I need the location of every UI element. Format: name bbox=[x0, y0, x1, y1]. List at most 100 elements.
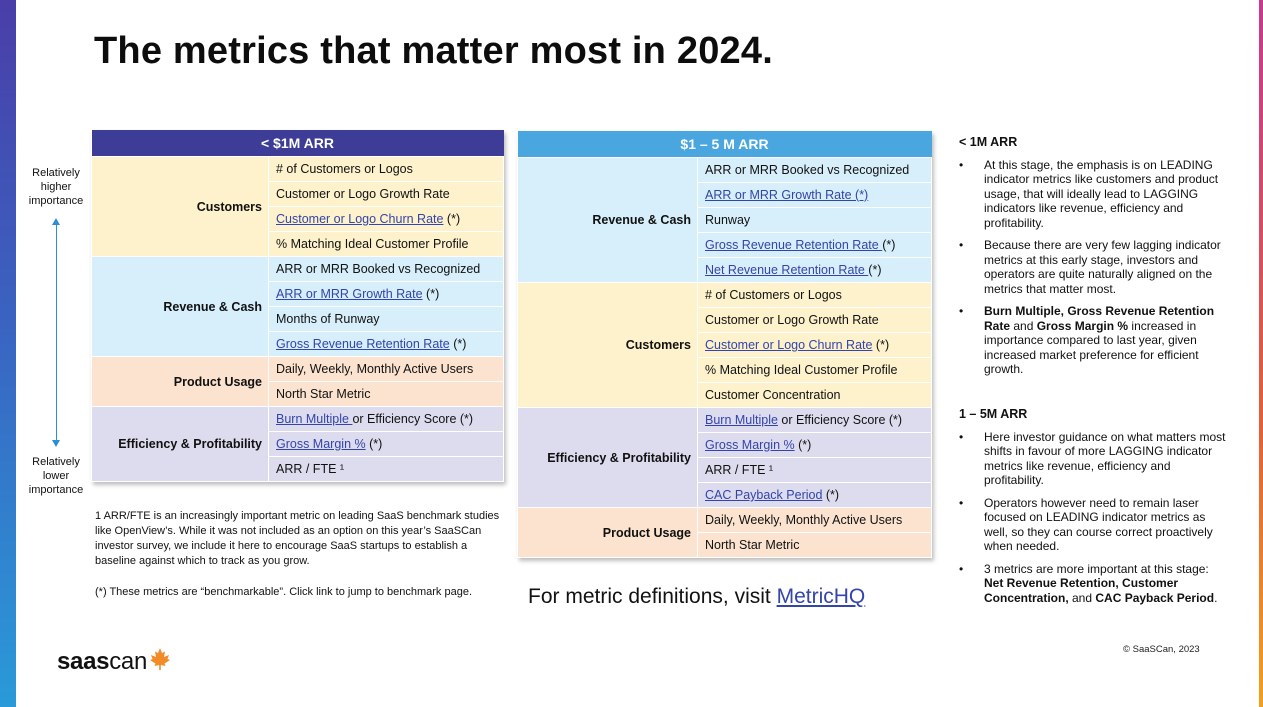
metric-cell: Customer or Logo Growth Rate bbox=[697, 307, 932, 333]
metric-row: Efficiency & Profitability Burn Multiple … bbox=[517, 407, 932, 508]
maple-leaf-icon bbox=[148, 647, 172, 678]
metric-cell: ARR / FTE ¹ bbox=[268, 456, 504, 482]
metric-text: ARR or MRR Booked vs Recognized bbox=[705, 163, 910, 177]
metric-text: Daily, Weekly, Monthly Active Users bbox=[705, 513, 903, 527]
metric-cell: Customer or Logo Growth Rate bbox=[268, 181, 504, 207]
metrics-table-1-to-5m: $1 – 5 M ARR Revenue & Cash ARR or MRR Bo… bbox=[517, 131, 932, 558]
benchmark-link[interactable]: Customer or Logo Churn Rate bbox=[705, 338, 873, 352]
metric-cell: # of Customers or Logos bbox=[697, 282, 932, 308]
bullet-icon: • bbox=[959, 495, 964, 510]
metric-text: Customer Concentration bbox=[705, 388, 841, 402]
note-text: and bbox=[1068, 590, 1096, 605]
saascan-logo: saascan bbox=[57, 647, 172, 678]
metric-cell: Customer or Logo Churn Rate (*) bbox=[268, 206, 504, 232]
metric-row: Revenue & Cash ARR or MRR Booked vs Recog… bbox=[517, 157, 932, 283]
metric-text: % Matching Ideal Customer Profile bbox=[276, 237, 469, 251]
metric-suffix: (*) bbox=[449, 337, 467, 351]
group-label-customers: Customers bbox=[517, 282, 698, 408]
metrichq-link[interactable]: MetricHQ bbox=[776, 585, 866, 608]
logo-light-text: can bbox=[109, 647, 147, 675]
note-bullet: • 3 metrics are more important at this st… bbox=[959, 562, 1229, 606]
metric-text: Months of Runway bbox=[276, 312, 380, 326]
note-text: increased in importance compared to last… bbox=[984, 318, 1199, 377]
benchmark-link[interactable]: Gross Revenue Retention Rate bbox=[276, 337, 450, 351]
benchmark-link[interactable]: Customer or Logo Churn Rate bbox=[276, 212, 444, 226]
note-text: Because there are very few lagging indic… bbox=[984, 238, 1221, 296]
group-label-efficiency-profitability: Efficiency & Profitability bbox=[517, 407, 698, 508]
benchmark-link[interactable]: Burn Multiple bbox=[705, 413, 778, 427]
bullet-icon: • bbox=[959, 304, 964, 318]
metric-text: ARR / FTE ¹ bbox=[705, 463, 774, 477]
footnote: 1 ARR/FTE is an increasingly important m… bbox=[95, 510, 500, 567]
notes-heading: 1 – 5M ARR bbox=[959, 407, 1028, 421]
table-header: < $1M ARR bbox=[91, 130, 504, 157]
definitions-line: For metric definitions, visit MetricHQ bbox=[528, 585, 865, 609]
note-bullet: • Here investor guidance on what matters … bbox=[959, 430, 1229, 488]
metric-cell: % Matching Ideal Customer Profile bbox=[697, 357, 932, 383]
metrics-table-under-1m: < $1M ARR Customers # of Customers or Log… bbox=[91, 130, 504, 482]
metric-suffix: (*) bbox=[794, 438, 812, 452]
arrow-up-icon bbox=[52, 218, 60, 225]
metric-cell: Gross Revenue Retention Rate (*) bbox=[697, 232, 932, 258]
table-header: $1 – 5 M ARR bbox=[517, 131, 932, 158]
metric-suffix: (*) bbox=[822, 488, 840, 502]
group-label-revenue-cash: Revenue & Cash bbox=[91, 256, 269, 357]
axis-label-higher: Relatively higher importance bbox=[28, 167, 84, 207]
metric-text: Customer or Logo Growth Rate bbox=[705, 313, 879, 327]
benchmark-link[interactable]: ARR or MRR Growth Rate bbox=[276, 287, 423, 301]
metric-row: Product Usage Daily, Weekly, Monthly Acti… bbox=[91, 356, 504, 407]
metric-row: Customers # of Customers or Logos bbox=[91, 156, 504, 257]
bullet-icon: • bbox=[959, 561, 964, 576]
note-bullet: • Operators however need to remain laser … bbox=[959, 496, 1229, 554]
metric-cell: Runway bbox=[697, 207, 932, 233]
benchmark-link[interactable]: ARR or MRR Growth Rate (*) bbox=[705, 188, 869, 202]
metric-suffix: (*) bbox=[365, 437, 383, 451]
benchmark-link[interactable]: Burn Multiple bbox=[276, 412, 353, 426]
metric-text: % Matching Ideal Customer Profile bbox=[705, 363, 898, 377]
metric-text: ARR / FTE ¹ bbox=[276, 462, 345, 476]
metric-row: Customers # of Customers or Logos bbox=[517, 282, 932, 408]
benchmark-link[interactable]: Net Revenue Retention Rate bbox=[705, 263, 869, 277]
left-accent-bar bbox=[0, 0, 16, 707]
metric-suffix: or Efficiency Score (*) bbox=[777, 413, 903, 427]
note-bullet: • Because there are very few lagging indi… bbox=[959, 238, 1229, 296]
note-text: Net Revenue Retention, Customer Concentr… bbox=[984, 576, 1179, 605]
metric-cell: Daily, Weekly, Monthly Active Users bbox=[697, 507, 932, 533]
note-text: At this stage, the emphasis is on LEADIN… bbox=[984, 157, 1219, 230]
benchmark-link[interactable]: Gross Revenue Retention Rate bbox=[705, 238, 883, 252]
right-accent-bar bbox=[1259, 0, 1263, 707]
metric-cell: ARR or MRR Growth Rate (*) bbox=[697, 182, 932, 208]
notes-heading: < 1M ARR bbox=[959, 135, 1018, 149]
metric-text: Daily, Weekly, Monthly Active Users bbox=[276, 362, 474, 376]
metric-row: Revenue & Cash ARR or MRR Booked vs Recog… bbox=[91, 256, 504, 357]
axis-label-lower: Relatively lower importance bbox=[28, 456, 84, 496]
bullet-icon: • bbox=[959, 429, 964, 444]
logo-bold-text: saas bbox=[57, 647, 110, 675]
bullet-icon: • bbox=[959, 238, 964, 252]
metric-cell: Net Revenue Retention Rate (*) bbox=[697, 257, 932, 283]
page-title: The metrics that matter most in 2024. bbox=[94, 30, 773, 72]
benchmark-link[interactable]: Gross Margin % bbox=[705, 438, 795, 452]
metric-cell: ARR / FTE ¹ bbox=[697, 457, 932, 483]
metric-suffix: (*) bbox=[868, 263, 882, 277]
metric-text: Runway bbox=[705, 213, 751, 227]
benchmark-link[interactable]: Gross Margin % bbox=[276, 437, 366, 451]
benchmark-link[interactable]: CAC Payback Period bbox=[705, 488, 823, 502]
group-label-efficiency-profitability: Efficiency & Profitability bbox=[91, 406, 269, 482]
bullet-icon: • bbox=[959, 157, 964, 172]
group-label-revenue-cash: Revenue & Cash bbox=[517, 157, 698, 283]
metric-text: North Star Metric bbox=[276, 387, 371, 401]
group-label-customers: Customers bbox=[91, 156, 269, 257]
metric-suffix: (*) bbox=[443, 212, 461, 226]
metric-suffix: or Efficiency Score (*) bbox=[352, 412, 474, 426]
note-text: 3 metrics are more important at this sta… bbox=[984, 561, 1209, 576]
note-text: Gross Margin % bbox=[1036, 318, 1129, 333]
note-text: CAC Payback Period bbox=[1095, 590, 1215, 605]
metric-cell: North Star Metric bbox=[268, 381, 504, 407]
metric-row: Product Usage Daily, Weekly, Monthly Acti… bbox=[517, 507, 932, 558]
metric-text: # of Customers or Logos bbox=[705, 288, 842, 302]
metric-cell: % Matching Ideal Customer Profile bbox=[268, 231, 504, 257]
metric-row: Efficiency & Profitability Burn Multiple … bbox=[91, 406, 504, 482]
metric-cell: Gross Revenue Retention Rate (*) bbox=[268, 331, 504, 357]
metric-text: North Star Metric bbox=[705, 538, 800, 552]
